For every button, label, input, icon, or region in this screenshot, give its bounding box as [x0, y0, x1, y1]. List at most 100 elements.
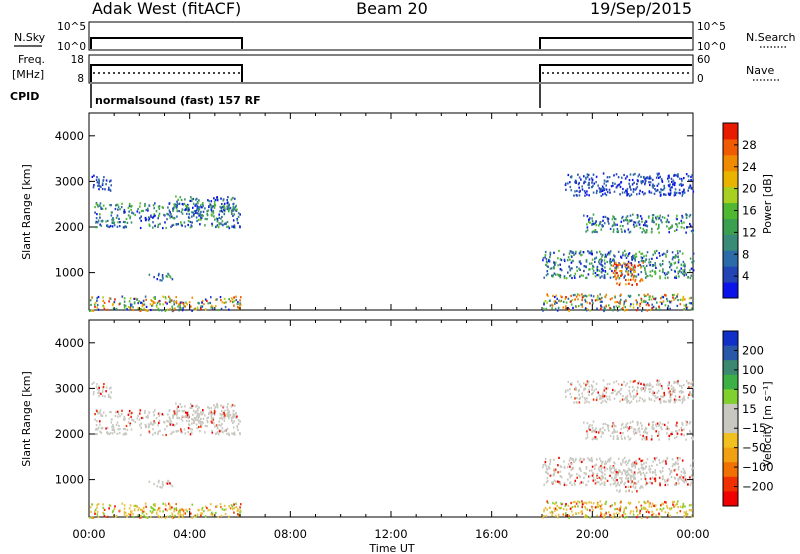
echo-cell	[666, 299, 669, 302]
echo-cell	[584, 507, 587, 510]
echo-cell	[230, 417, 233, 420]
echo-cell	[613, 261, 616, 264]
echo-cell	[188, 420, 190, 423]
echo-cell	[574, 298, 576, 301]
echo-cell	[582, 274, 584, 277]
echo-cell	[632, 266, 635, 269]
echo-cell	[588, 262, 591, 265]
echo-cell	[632, 395, 635, 398]
echo-cell	[198, 421, 200, 424]
echo-cell	[582, 251, 585, 254]
echo-cell	[572, 466, 574, 469]
echo-cell	[601, 466, 603, 469]
echo-cell	[97, 502, 100, 506]
echo-cell	[141, 302, 143, 305]
echo-cell	[658, 252, 660, 255]
echo-cell	[577, 293, 579, 296]
echo-cell	[619, 489, 621, 492]
echo-cell	[149, 303, 152, 306]
echo-cell	[629, 393, 631, 396]
echo-cell	[652, 186, 654, 189]
echo-cell	[157, 223, 160, 226]
echo-cell	[615, 272, 617, 275]
echo-cell	[612, 423, 615, 426]
echo-cell	[119, 208, 121, 211]
echo-cell	[228, 308, 230, 311]
echo-cell	[94, 305, 96, 308]
echo-cell	[585, 483, 588, 486]
echo-cell	[681, 506, 684, 509]
echo-cell	[662, 503, 665, 506]
echo-cell	[613, 174, 615, 177]
echo-cell	[127, 206, 130, 209]
echo-cell	[584, 194, 586, 197]
echo-cell	[588, 178, 591, 181]
echo-cell	[100, 414, 103, 417]
echo-cell	[613, 190, 616, 193]
echo-cell	[575, 295, 578, 298]
echo-cell	[652, 427, 655, 430]
y-tick-label: 2000	[55, 427, 84, 441]
echo-cell	[590, 177, 593, 180]
echo-cell	[604, 307, 606, 310]
echo-cell	[690, 302, 692, 305]
echo-cell	[609, 276, 612, 279]
echo-cell	[623, 509, 625, 512]
echo-cell	[667, 511, 670, 515]
echo-cell	[684, 475, 686, 478]
echo-cell	[192, 211, 194, 214]
echo-cell	[627, 489, 630, 492]
echo-cell	[659, 421, 661, 424]
echo-cell	[655, 223, 657, 226]
echo-cell	[114, 414, 117, 418]
echo-cell	[636, 510, 638, 513]
echo-cell	[598, 187, 601, 190]
echo-cell	[96, 226, 98, 229]
echo-cell	[558, 506, 560, 509]
echo-cell	[605, 180, 608, 183]
echo-cell	[620, 308, 623, 311]
echo-cell	[212, 211, 215, 214]
echo-cell	[671, 500, 674, 504]
colorbar-segment	[723, 389, 738, 405]
echo-cell	[675, 223, 677, 226]
echo-cell	[670, 264, 672, 267]
echo-cell	[174, 412, 176, 415]
echo-cell	[544, 457, 547, 461]
echo-cell	[142, 303, 144, 306]
echo-cell	[670, 225, 672, 229]
echo-cell	[624, 218, 627, 222]
echo-cell	[671, 225, 673, 228]
echo-cell	[664, 274, 667, 277]
echo-cell	[690, 186, 692, 189]
echo-cell	[121, 202, 123, 205]
echo-cell	[123, 507, 126, 510]
echo-cell	[677, 261, 680, 264]
echo-cell	[681, 194, 684, 197]
echo-cell	[621, 191, 624, 194]
echo-cell	[198, 206, 200, 209]
echo-cell	[585, 259, 588, 262]
echo-cell	[665, 193, 667, 196]
echo-cell	[585, 437, 587, 440]
echo-cell	[637, 264, 639, 267]
colorbar-segment	[723, 202, 738, 219]
echo-cell	[547, 501, 549, 504]
echo-cell	[615, 278, 617, 281]
echo-cell	[632, 188, 635, 191]
echo-cell	[221, 220, 224, 223]
echo-cell	[604, 477, 607, 480]
echo-cell	[632, 461, 634, 464]
echo-cell	[659, 254, 661, 257]
echo-cell	[671, 393, 673, 396]
echo-cell	[682, 272, 684, 275]
echo-cell	[214, 425, 216, 428]
echo-cell	[656, 463, 658, 466]
echo-cell	[216, 199, 219, 202]
echo-cell	[111, 221, 114, 224]
echo-cell	[584, 387, 587, 390]
echo-cell	[616, 276, 618, 279]
echo-cell	[171, 224, 173, 227]
echo-cell	[556, 504, 558, 507]
echo-cell	[190, 403, 192, 406]
